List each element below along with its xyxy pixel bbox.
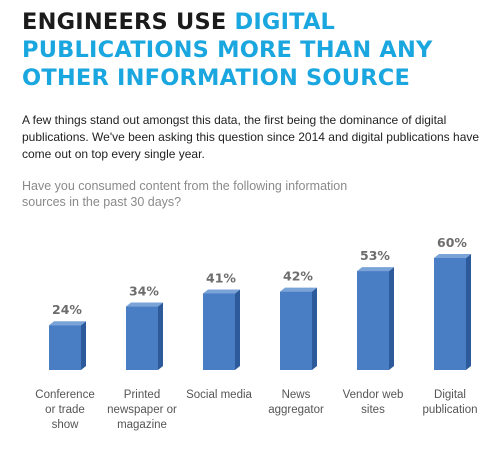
category-label: Social media	[186, 389, 252, 401]
headline: ENGINEERS USE DIGITAL PUBLICATIONS MORE …	[22, 8, 492, 92]
bar-side	[312, 287, 317, 370]
bar	[126, 306, 158, 370]
bar-group	[357, 267, 394, 370]
bar-group	[280, 287, 317, 370]
bar	[203, 293, 235, 370]
bar-group	[434, 254, 471, 370]
bar-side	[81, 321, 86, 370]
bar-top	[203, 289, 240, 294]
bar-group	[203, 289, 240, 370]
data-label: 34%	[129, 284, 159, 299]
bar-top	[357, 267, 394, 272]
headline-accent-part-2: PUBLICATIONS MORE THAN ANY	[22, 37, 433, 63]
bar-top	[434, 254, 471, 258]
bar-side	[466, 254, 471, 370]
category-label: Digital publication	[423, 389, 478, 416]
bar	[357, 271, 389, 370]
bar-top	[49, 321, 86, 326]
bar-side	[389, 267, 394, 370]
category-label: Vendor web sites	[343, 389, 404, 416]
bar-side	[235, 289, 240, 370]
bar	[280, 291, 312, 370]
data-label: 60%	[437, 235, 467, 250]
data-label: 41%	[206, 270, 236, 285]
bar-side	[158, 302, 163, 370]
bar	[49, 325, 81, 370]
category-label: Conference or trade show	[35, 389, 94, 431]
data-label: 53%	[360, 248, 390, 263]
category-label: News aggregator	[268, 389, 324, 416]
headline-accent-part-1: DIGITAL	[234, 9, 336, 35]
bar-group	[49, 321, 86, 370]
survey-question: Have you consumed content from the follo…	[22, 179, 348, 209]
intro-paragraph: A few things stand out amongst this data…	[22, 113, 480, 161]
bar-group	[126, 302, 163, 370]
bar-top	[126, 302, 163, 307]
data-label: 42%	[283, 269, 313, 284]
bar-top	[280, 287, 317, 292]
headline-accent-part-3: OTHER INFORMATION SOURCE	[22, 65, 411, 91]
data-label: 24%	[52, 302, 82, 317]
category-label: Printed newspaper or magazine	[107, 389, 177, 431]
bar	[434, 258, 466, 370]
headline-dark-part: ENGINEERS USE	[22, 9, 235, 35]
